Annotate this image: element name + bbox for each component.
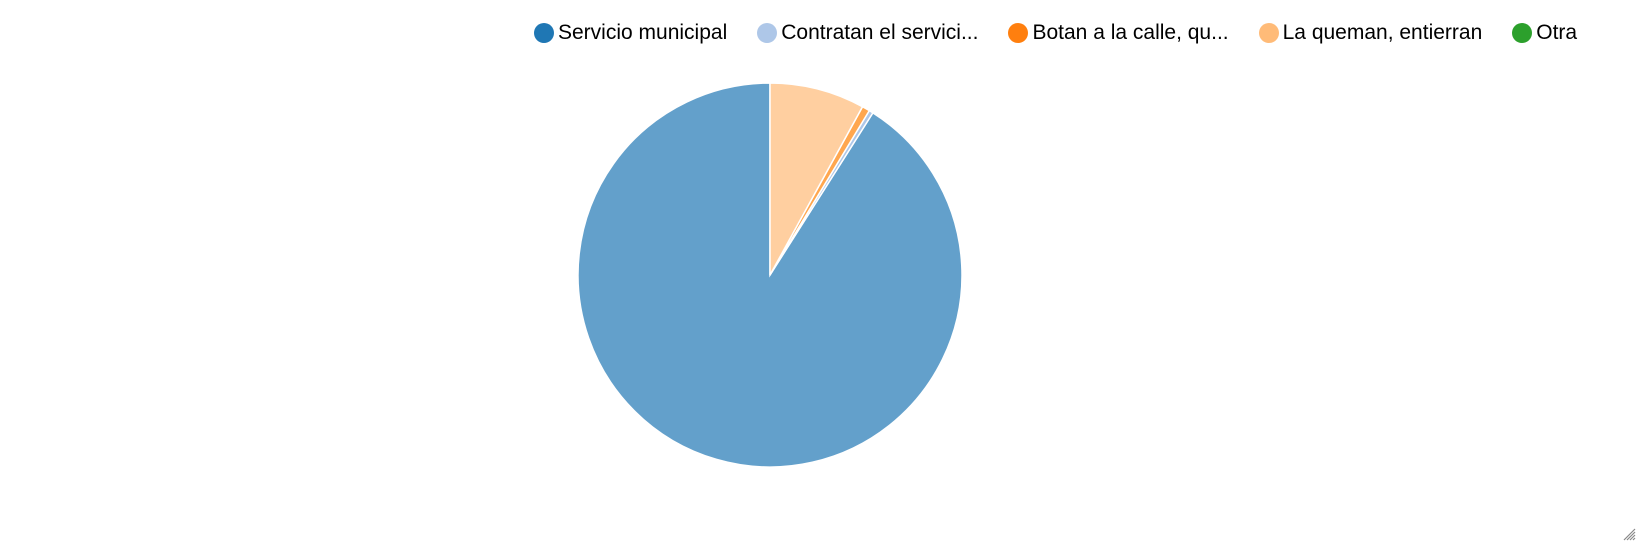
resize-handle-icon[interactable] — [1620, 525, 1636, 541]
legend-label: La queman, entierran — [1282, 21, 1483, 44]
legend-swatch — [1512, 23, 1533, 43]
pie-slice-la-queman-entierran[interactable] — [769, 82, 864, 276]
legend-label: Contratan el servici... — [781, 21, 979, 44]
legend-item-botan-a-la-calle[interactable]: Botan a la calle, qu... — [1008, 20, 1229, 46]
legend-item-la-queman[interactable]: La queman, entierran — [1258, 20, 1483, 46]
legend-item-contratan-servicio[interactable]: Contratan el servici... — [757, 20, 978, 46]
legend: Servicio municipal Contratan el servici.… — [534, 20, 1577, 46]
legend-swatch — [534, 23, 554, 43]
legend-label: Botan a la calle, qu... — [1032, 21, 1229, 44]
legend-label: Servicio municipal — [558, 21, 728, 44]
legend-label: Otra — [1536, 21, 1578, 44]
legend-item-otra[interactable]: Otra — [1512, 20, 1577, 46]
legend-item-servicio-municipal[interactable]: Servicio municipal — [534, 20, 727, 46]
legend-swatch — [757, 23, 778, 43]
legend-swatch — [1258, 23, 1279, 43]
legend-swatch — [1008, 23, 1029, 43]
